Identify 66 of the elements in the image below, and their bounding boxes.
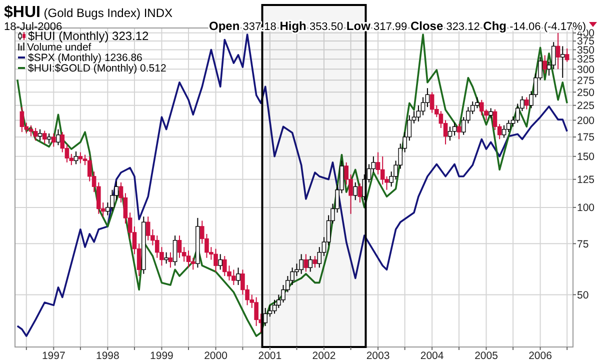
candlestick — [506, 120, 511, 133]
y-tick-label: 100 — [577, 202, 595, 214]
candlestick — [74, 150, 78, 165]
candlestick — [51, 132, 56, 148]
candlestick — [308, 255, 313, 272]
candlestick — [425, 88, 430, 108]
candlestick — [560, 46, 565, 78]
y-tick-label: 300 — [577, 64, 595, 76]
candlestick — [542, 54, 548, 74]
annotation: Volume undef — [27, 42, 92, 54]
candlestick — [353, 182, 358, 201]
candlestick — [46, 132, 52, 144]
x-tick-label: 2000 — [204, 350, 228, 362]
y-tick-label: 325 — [577, 54, 595, 66]
y-tick-label: 175 — [577, 132, 595, 144]
y-tick-label: 350 — [577, 44, 595, 56]
candlestick — [164, 252, 168, 264]
x-tick-label: 2002 — [312, 350, 336, 362]
x-tick-label: 2001 — [258, 350, 282, 362]
x-tick-label: 2006 — [528, 350, 552, 362]
y-tick-label: 125 — [577, 174, 595, 186]
candlestick — [168, 252, 173, 268]
x-tick-label: 1999 — [150, 350, 174, 362]
y-tick-label: 75 — [577, 238, 589, 250]
candlestick — [33, 127, 38, 142]
x-tick-label: 2003 — [366, 350, 390, 362]
candlestick — [236, 267, 240, 286]
candlestick — [448, 126, 452, 142]
candlestick — [42, 130, 47, 144]
candlestick — [502, 124, 506, 138]
candlestick — [564, 48, 570, 62]
candlestick — [172, 235, 178, 266]
chart-title: $HUI (Gold Bugs Index) INDX — [4, 4, 173, 21]
x-tick-label: 2005 — [474, 350, 498, 362]
x-tick-label: 1998 — [96, 350, 120, 362]
y-tick-label: 150 — [577, 151, 595, 164]
candlestick — [38, 128, 42, 142]
candlestick — [556, 32, 560, 70]
candlestick — [20, 106, 24, 133]
annotation: Close 323.12 — [407, 19, 480, 33]
candlestick — [488, 108, 493, 119]
annotation: High 353.50 — [276, 19, 344, 33]
candlestick — [492, 108, 498, 131]
candlestick — [177, 235, 182, 258]
y-tick-label: 225 — [577, 100, 595, 112]
legend-label: $HUI:$GOLD (Monthly) 0.512 — [28, 62, 166, 74]
candlestick — [551, 42, 556, 70]
y-tick-label: 200 — [577, 114, 595, 127]
candlestick — [56, 128, 60, 146]
candlestick — [190, 257, 196, 270]
candlestick — [218, 254, 222, 270]
candlestick — [312, 255, 318, 268]
candlestick — [416, 104, 421, 122]
candlestick — [78, 152, 83, 164]
candlestick — [304, 254, 308, 272]
y-tick-label: 275 — [577, 74, 595, 87]
y-tick-label: 50 — [577, 289, 589, 302]
candlestick — [456, 124, 462, 140]
legend-label: $HUI (Monthly) 323.12 — [28, 29, 150, 43]
candlestick — [524, 96, 529, 110]
candlestick — [420, 96, 426, 116]
legend-label: $SPX (Monthly) 1236.86 — [28, 52, 143, 64]
x-tick-label: 1997 — [42, 350, 66, 362]
candlestick — [358, 182, 362, 204]
x-tick-label: 2004 — [420, 350, 444, 362]
y-tick-label: 250 — [577, 86, 595, 99]
